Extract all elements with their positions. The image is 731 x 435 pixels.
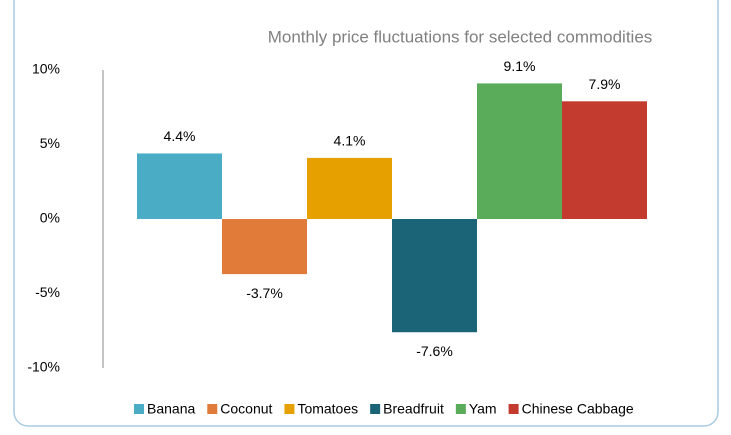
chart-title: Monthly price fluctuations for selected …: [268, 27, 653, 46]
bar: [477, 83, 562, 219]
value-label: 7.9%: [589, 76, 621, 92]
bar: [392, 219, 477, 333]
value-label: -3.7%: [246, 285, 283, 301]
legend-swatch: [207, 404, 218, 414]
legend-swatch: [284, 404, 295, 414]
legend-label: Yam: [469, 401, 497, 417]
legend-label: Chinese Cabbage: [522, 401, 634, 417]
bar: [562, 101, 647, 219]
value-label: -7.6%: [416, 343, 453, 359]
legend-swatch: [455, 404, 466, 414]
legend-label: Coconut: [220, 401, 272, 417]
value-label: 4.1%: [334, 133, 366, 149]
legend-swatch: [508, 404, 519, 414]
y-tick-label: 5%: [40, 135, 60, 151]
legend-label: Banana: [147, 401, 195, 417]
legend-swatch: [134, 404, 144, 414]
y-tick-label: 0%: [40, 210, 60, 226]
frame: [13, 0, 719, 427]
value-label: 4.4%: [164, 128, 196, 144]
bar: [222, 219, 307, 275]
bar: [307, 157, 392, 219]
legend-label: Breadfruit: [383, 401, 444, 417]
y-tick-label: 10%: [32, 61, 60, 77]
value-label: 9.1%: [504, 58, 536, 74]
y-tick-label: -5%: [35, 284, 60, 300]
legend-swatch: [370, 404, 381, 414]
legend-label: Tomatoes: [297, 401, 358, 417]
bar: [137, 153, 222, 219]
y-tick-label: -10%: [27, 359, 60, 375]
